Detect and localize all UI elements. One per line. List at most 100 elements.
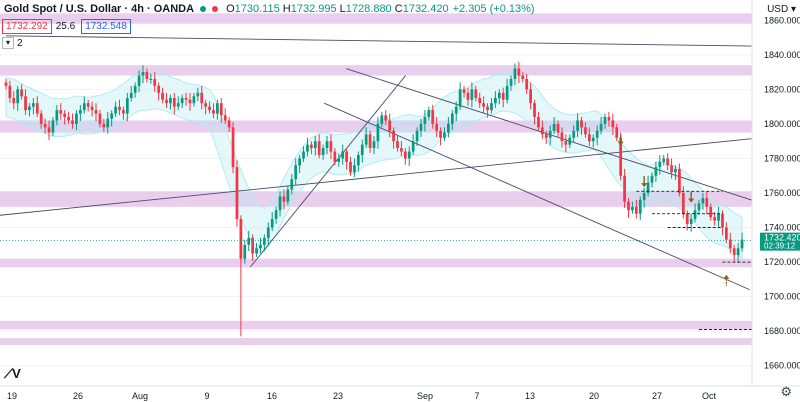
candle-body	[219, 103, 223, 116]
candle-body	[12, 98, 16, 104]
candle-up	[110, 110, 114, 127]
candle-body	[537, 117, 540, 128]
candle-body	[290, 179, 294, 190]
candle-down	[86, 99, 90, 112]
candle-body	[212, 110, 215, 114]
candle-body	[540, 127, 544, 135]
candle-body	[670, 165, 673, 173]
candle-down	[431, 104, 435, 129]
sell-button[interactable]: 1732.292	[2, 19, 52, 34]
candle-body	[360, 144, 364, 155]
candle-down	[388, 113, 392, 138]
candle-down	[627, 198, 630, 218]
zone-band	[0, 65, 752, 76]
buy-button[interactable]: 1732.548	[81, 19, 131, 34]
candle-body	[603, 117, 607, 124]
candle-down	[666, 153, 670, 171]
candle-up	[176, 96, 180, 111]
candle-body	[615, 127, 619, 138]
candle-body	[231, 127, 235, 168]
candle-down	[329, 134, 333, 160]
spread-value: 25.6	[55, 21, 76, 32]
time-tick-label: 7	[474, 391, 479, 401]
candle-body	[419, 123, 423, 131]
candle-body	[43, 123, 47, 128]
chevron-down-icon[interactable]: ▾	[2, 37, 14, 49]
candle-down	[392, 127, 395, 149]
candle-body	[576, 120, 579, 131]
candle-down	[396, 136, 399, 152]
candle-up	[356, 151, 360, 172]
candle-body	[161, 92, 164, 100]
candle-up	[243, 239, 247, 264]
candle-up	[180, 94, 184, 109]
change-value: +2.305 (+0.13%)	[452, 3, 535, 15]
candle-body	[118, 106, 121, 111]
candle-body	[31, 103, 35, 107]
candle-body	[90, 106, 94, 111]
gear-icon[interactable]: ⚙	[780, 384, 792, 399]
price-tick-label: 1720.000	[764, 257, 800, 267]
candle-up	[372, 136, 376, 155]
down-arrow-icon	[641, 176, 648, 188]
arrow-head	[617, 141, 624, 146]
up-arrow-icon	[723, 274, 730, 286]
price-tick-label: 1740.000	[764, 223, 800, 233]
candle-down	[678, 163, 681, 197]
candle-body	[153, 79, 157, 86]
candle-down	[12, 91, 16, 110]
candle-body	[274, 210, 278, 219]
candle-up	[325, 136, 329, 155]
candle-up	[129, 85, 133, 102]
candle-down	[231, 122, 235, 174]
candle-up	[266, 222, 270, 246]
candle-body	[736, 248, 740, 256]
chart-header: Gold Spot / U.S. Dollar · 4h · OANDA O17…	[0, 0, 535, 18]
candle-down	[43, 118, 47, 134]
candle-body	[572, 130, 576, 138]
candle-body	[329, 141, 333, 152]
price-tick-label: 1820.000	[764, 84, 800, 94]
candle-body	[521, 75, 525, 79]
candle-body	[380, 115, 384, 124]
candle-up	[497, 89, 501, 105]
candle-body	[63, 113, 67, 117]
price-axis[interactable]: 1660.000 1680.000 1700.000 1720.000 1740.000…	[751, 0, 800, 386]
candle-body	[317, 141, 321, 155]
candle-body	[204, 103, 208, 107]
time-tick-label: 20	[589, 391, 599, 401]
candle-body	[321, 148, 325, 155]
currency-selector[interactable]: USD ▾	[767, 4, 796, 15]
candle-down	[161, 87, 164, 104]
candle-body	[349, 161, 352, 173]
candle-down	[172, 92, 176, 115]
candle-up	[423, 110, 427, 132]
candle-body	[705, 198, 709, 207]
candle-body	[259, 244, 262, 249]
candle-body	[646, 182, 650, 193]
candle-body	[110, 113, 114, 119]
candle-body	[388, 120, 392, 131]
time-axis[interactable]: 19 26 Aug 9 16 23 Sep 7 13 20 27 Oct	[0, 385, 800, 401]
candle-body	[82, 103, 86, 111]
candle-body	[165, 99, 168, 104]
alert-dot-icon	[212, 6, 219, 12]
indicators-toggle[interactable]: ▾ 2	[2, 37, 23, 49]
candle-body	[666, 158, 670, 166]
candle-body	[564, 141, 568, 145]
candle-body	[122, 110, 125, 114]
candle-down	[556, 120, 560, 138]
candle-down	[122, 106, 125, 120]
candle-down	[282, 189, 286, 210]
close-value: 1732.420	[402, 3, 449, 15]
candle-body	[580, 120, 583, 128]
candle-up	[259, 237, 262, 254]
candle-up	[419, 118, 423, 138]
candle-up	[494, 91, 497, 109]
candle-up	[454, 101, 458, 122]
symbol-title[interactable]: Gold Spot / U.S. Dollar · 4h · OANDA	[4, 3, 195, 15]
candle-body	[251, 237, 254, 254]
zone-band	[0, 13, 752, 24]
candle-down	[71, 113, 74, 129]
